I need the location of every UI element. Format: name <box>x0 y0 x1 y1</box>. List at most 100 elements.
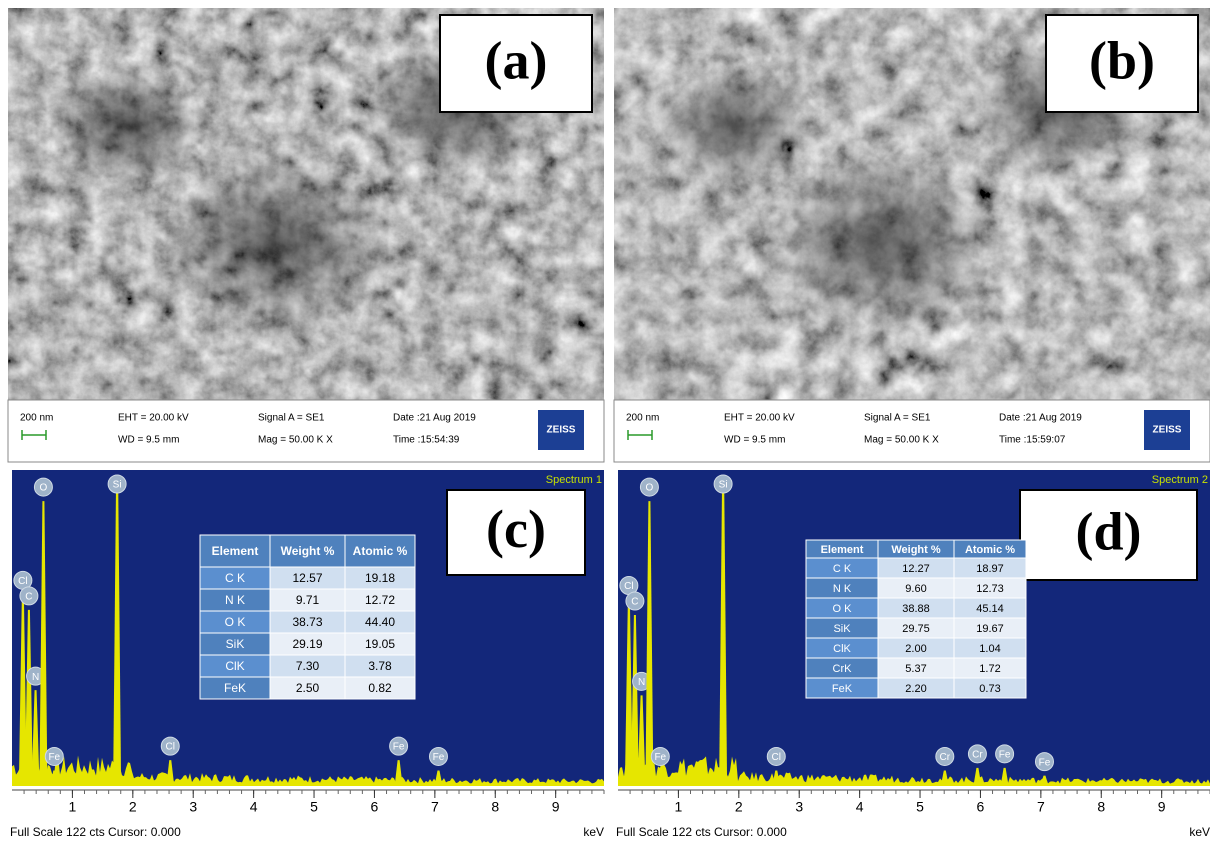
x-tick-label: 9 <box>1158 799 1166 815</box>
peak-label: Si <box>113 480 122 491</box>
info-text: Mag = 50.00 K X <box>864 435 939 446</box>
table-cell: 2.50 <box>296 681 320 695</box>
peak-label: O <box>646 483 654 494</box>
table-cell: 19.18 <box>365 571 395 585</box>
table-header: Weight % <box>281 544 335 558</box>
info-text: Date :21 Aug 2019 <box>999 413 1082 424</box>
table-cell: O K <box>833 603 853 615</box>
table-cell: C K <box>833 563 852 575</box>
peak-label: C <box>631 597 638 608</box>
figure: 200 nm EHT = 20.00 kV WD = 9.5 mm Signal A … <box>0 0 1210 841</box>
x-tick-label: 8 <box>1097 799 1105 815</box>
panel-label: (b) <box>1089 30 1155 90</box>
sem-shadow <box>655 66 811 186</box>
info-text: EHT = 20.00 kV <box>724 413 795 424</box>
table-cell: CrK <box>833 663 853 675</box>
table-cell: 29.19 <box>292 637 322 651</box>
sem-shadow <box>159 153 393 333</box>
x-tick-label: 8 <box>491 799 499 815</box>
scale-label: 200 nm <box>20 413 53 424</box>
table-cell: N K <box>833 583 852 595</box>
peak-label: O <box>40 483 48 494</box>
table-cell: 12.73 <box>976 583 1004 595</box>
x-tick-label: 2 <box>129 799 137 815</box>
brand: ZEISS <box>1153 425 1182 436</box>
table-cell: SiK <box>833 623 851 635</box>
x-tick-label: 6 <box>371 799 379 815</box>
spectrum-name: Spectrum 2 <box>1152 474 1208 486</box>
table-cell: 1.72 <box>979 663 1000 675</box>
x-tick-label: 3 <box>189 799 197 815</box>
table-cell: 19.05 <box>365 637 395 651</box>
table-header: Element <box>821 544 864 556</box>
info-bar <box>614 400 1210 462</box>
table-header: Atomic % <box>965 544 1015 556</box>
peak-label: Si <box>719 480 728 491</box>
table-cell: 7.30 <box>296 659 320 673</box>
table-cell: 2.00 <box>905 643 926 655</box>
x-tick-label: 9 <box>552 799 560 815</box>
info-text: WD = 9.5 mm <box>724 435 785 446</box>
table-cell: ClK <box>833 643 851 655</box>
peak-label: C <box>25 592 32 603</box>
footer: Full Scale 122 cts Cursor: 0.000 <box>616 825 787 839</box>
table-header: Element <box>212 544 259 558</box>
unit: keV <box>583 825 604 839</box>
table-cell: 3.78 <box>368 659 392 673</box>
peak-label: Fe <box>393 742 405 753</box>
info-text: EHT = 20.00 kV <box>118 413 189 424</box>
brand: ZEISS <box>547 425 576 436</box>
panel-label: (d) <box>1076 501 1142 561</box>
table-cell: ClK <box>225 659 244 673</box>
table-cell: C K <box>225 571 245 585</box>
peak-label: N <box>638 677 645 688</box>
info-text: Mag = 50.00 K X <box>258 435 333 446</box>
x-tick-label: 3 <box>795 799 803 815</box>
x-tick-label: 2 <box>735 799 743 815</box>
info-text: Time :15:59:07 <box>999 435 1066 446</box>
table-cell: 12.57 <box>292 571 322 585</box>
table-cell: 38.88 <box>902 603 930 615</box>
table-cell: 5.37 <box>905 663 926 675</box>
info-text: Signal A = SE1 <box>864 413 931 424</box>
peak-label: Cl <box>166 742 175 753</box>
info-text: Time :15:54:39 <box>393 435 460 446</box>
peak-label: Cl <box>18 576 27 587</box>
x-tick-label: 7 <box>1037 799 1045 815</box>
x-tick-label: 6 <box>977 799 985 815</box>
panel-label: (a) <box>485 30 548 90</box>
peak-label: Fe <box>433 752 445 763</box>
table-cell: 38.73 <box>292 615 322 629</box>
table-cell: FeK <box>832 683 853 695</box>
table-cell: 0.82 <box>368 681 392 695</box>
table-cell: 2.20 <box>905 683 926 695</box>
peak-label: Cr <box>972 750 983 761</box>
table-cell: FeK <box>224 681 246 695</box>
table-cell: N K <box>225 593 245 607</box>
sem-shadow <box>765 153 999 333</box>
peak-label: Cl <box>772 752 781 763</box>
table-cell: 9.60 <box>905 583 926 595</box>
unit: keV <box>1189 825 1210 839</box>
peak-label: Fe <box>48 752 60 763</box>
info-bar <box>8 400 604 462</box>
table-cell: 12.72 <box>365 593 395 607</box>
table-cell: 1.04 <box>979 643 1000 655</box>
x-tick-label: 4 <box>250 799 258 815</box>
x-tick-label: 1 <box>69 799 77 815</box>
table-cell: O K <box>225 615 246 629</box>
spectrum-name: Spectrum 1 <box>546 474 602 486</box>
table-cell: 12.27 <box>902 563 930 575</box>
info-text: Date :21 Aug 2019 <box>393 413 476 424</box>
panel-label: (c) <box>486 499 546 559</box>
table-header: Weight % <box>891 544 941 556</box>
footer: Full Scale 122 cts Cursor: 0.000 <box>10 825 181 839</box>
table-cell: 9.71 <box>296 593 320 607</box>
x-tick-label: 5 <box>916 799 924 815</box>
table-cell: SiK <box>226 637 245 651</box>
table-cell: 44.40 <box>365 615 395 629</box>
table-cell: 45.14 <box>976 603 1004 615</box>
peak-label: Fe <box>999 750 1011 761</box>
peak-label: Cl <box>624 581 633 592</box>
table-cell: 19.67 <box>976 623 1004 635</box>
